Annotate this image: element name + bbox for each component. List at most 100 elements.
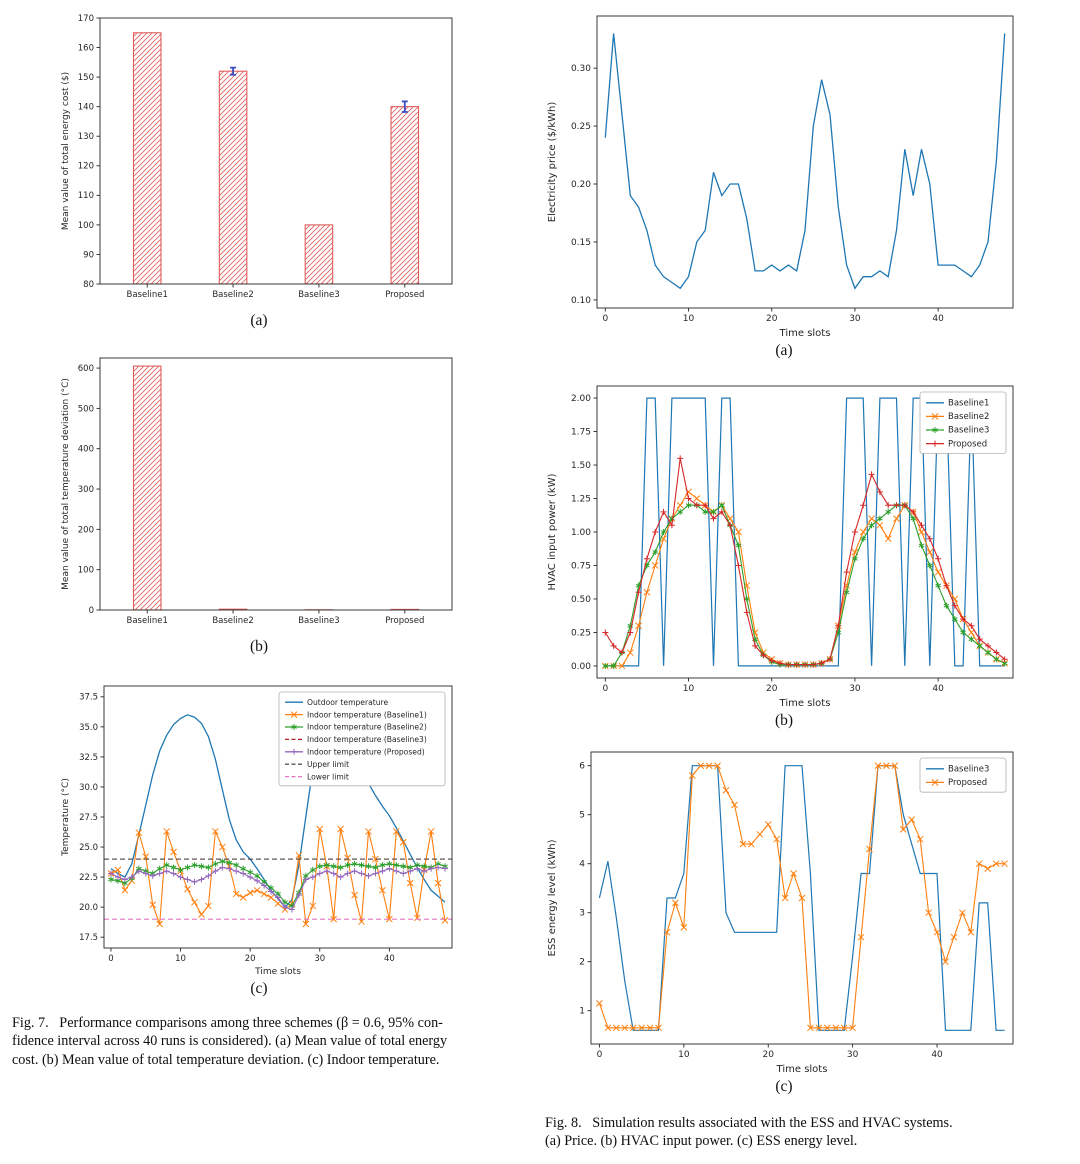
fig8c-plot: 1 2 3 4 5 6 0 10 20 30 40 Time slots ESS energy leve… <box>547 751 1014 1075</box>
svg-text:10: 10 <box>683 684 695 694</box>
svg-text:10: 10 <box>678 1050 690 1060</box>
error-bar-baseline2 <box>230 66 237 76</box>
svg-text:Upper limit: Upper limit <box>307 760 349 769</box>
svg-text:500: 500 <box>78 404 94 414</box>
svg-text:6: 6 <box>579 762 585 772</box>
svg-text:300: 300 <box>78 485 94 495</box>
fig8a-electricity-price-line-chart: 0.10 0.15 0.20 0.25 0.30 0 10 20 30 40 Time slots E… <box>545 8 1023 340</box>
svg-text:Baseline3: Baseline3 <box>298 290 339 300</box>
svg-text:130: 130 <box>78 132 94 142</box>
fig8-caption: Fig. 8. Simulation results associated wi… <box>545 1114 1055 1151</box>
fig8b-hvac-input-power-line-chart: 0.00 0.25 0.50 0.75 1.00 1.25 1.50 1.75 2.00 0 10 2… <box>545 378 1023 710</box>
svg-text:17.5: 17.5 <box>79 933 98 943</box>
fig8b-plot: 0.00 0.25 0.50 0.75 1.00 1.25 1.50 1.75 2.00 0 10 2… <box>547 385 1014 709</box>
svg-text:Lower limit: Lower limit <box>307 772 349 781</box>
fig7b-sublabel: (b) <box>249 638 269 655</box>
svg-text:100: 100 <box>78 221 94 231</box>
svg-text:Proposed: Proposed <box>948 778 987 788</box>
bar-baseline1 <box>132 365 162 610</box>
fig8-caption-line1: Fig. 8. Simulation results associated wi… <box>545 1115 953 1131</box>
svg-text:80: 80 <box>83 280 94 290</box>
svg-text:30: 30 <box>849 314 861 324</box>
fig7c-legend: Outdoor temperature Indoor temperature (B… <box>278 691 446 787</box>
svg-text:Baseline2: Baseline2 <box>212 290 253 300</box>
svg-text:120: 120 <box>78 162 94 172</box>
series-baseline3 <box>598 765 1005 1031</box>
body-text-partial-line: 2) Algorithm Effectiveness: Performance … <box>30 1152 373 1164</box>
svg-text:Mean value of total temperatur: Mean value of total temperature deviatio… <box>61 378 71 590</box>
svg-text:400: 400 <box>78 445 94 455</box>
fig7c-sublabel: (c) <box>250 980 268 997</box>
fig8c-sublabel: (c) <box>775 1078 793 1095</box>
fig7-caption-line2: fidence interval across 40 runs is consi… <box>12 1033 448 1050</box>
svg-text:Indoor temperature (Baseline2): Indoor temperature (Baseline2) <box>307 723 427 732</box>
svg-text:Indoor temperature (Proposed): Indoor temperature (Proposed) <box>307 748 425 757</box>
svg-text:Baseline3: Baseline3 <box>298 616 339 626</box>
svg-text:200: 200 <box>78 525 94 535</box>
svg-text:0.10: 0.10 <box>571 296 591 306</box>
svg-text:0: 0 <box>597 1050 603 1060</box>
svg-text:HVAC input power (kW): HVAC input power (kW) <box>547 473 558 590</box>
fig7-caption-line3: cost. (b) Mean value of total temperatur… <box>12 1051 440 1068</box>
svg-text:Baseline1: Baseline1 <box>126 290 167 300</box>
svg-text:Baseline2: Baseline2 <box>212 616 253 626</box>
series-indoor-temperature-proposed <box>107 864 449 913</box>
svg-text:35.0: 35.0 <box>79 723 98 733</box>
svg-text:Time slots: Time slots <box>779 328 831 339</box>
svg-text:2: 2 <box>579 958 585 968</box>
svg-text:Mean value of total energy cos: Mean value of total energy cost ($) <box>61 72 71 230</box>
svg-text:0.50: 0.50 <box>571 595 591 605</box>
fig8b-sublabel: (b) <box>774 712 794 729</box>
svg-text:25.0: 25.0 <box>79 843 98 853</box>
svg-text:Indoor temperature (Baseline3): Indoor temperature (Baseline3) <box>307 735 427 744</box>
svg-text:140: 140 <box>78 103 94 113</box>
fig7a-sublabel: (a) <box>250 312 268 329</box>
svg-text:40: 40 <box>384 954 395 964</box>
fig7a-plot: 80 90 100 110 120 130 140 150 160 170 Baseline1 Bas… <box>61 14 453 300</box>
svg-text:0: 0 <box>108 954 113 964</box>
svg-text:Time slots: Time slots <box>776 1064 828 1075</box>
svg-text:30.0: 30.0 <box>79 783 98 793</box>
svg-text:150: 150 <box>78 73 94 83</box>
svg-text:3: 3 <box>579 909 585 919</box>
bar-baseline1 <box>132 32 162 284</box>
svg-text:30: 30 <box>314 954 325 964</box>
series-electricity-price <box>604 33 1006 290</box>
svg-text:ESS energy level (kWh): ESS energy level (kWh) <box>547 839 558 956</box>
svg-text:4: 4 <box>579 860 585 870</box>
fig8-caption-line2: (a) Price. (b) HVAC input power. (c) ESS… <box>545 1133 858 1150</box>
fig8c-ess-energy-level-line-chart: 1 2 3 4 5 6 0 10 20 30 40 Time slots ESS energy leve… <box>545 744 1023 1076</box>
series-proposed <box>602 455 1008 668</box>
svg-text:27.5: 27.5 <box>79 813 98 823</box>
svg-text:20: 20 <box>245 954 256 964</box>
svg-text:1.00: 1.00 <box>571 528 591 538</box>
fig8a-plot: 0.10 0.15 0.20 0.25 0.30 0 10 20 30 40 Time slots E… <box>547 15 1014 339</box>
svg-text:0.30: 0.30 <box>571 64 591 74</box>
svg-text:32.5: 32.5 <box>79 753 98 763</box>
svg-text:90: 90 <box>83 250 94 260</box>
svg-text:Indoor temperature (Baseline1): Indoor temperature (Baseline1) <box>307 710 427 719</box>
svg-text:1: 1 <box>579 1007 585 1017</box>
svg-text:Proposed: Proposed <box>385 290 424 300</box>
svg-text:Proposed: Proposed <box>948 439 987 449</box>
svg-text:0.75: 0.75 <box>571 561 591 571</box>
svg-text:Proposed: Proposed <box>385 616 424 626</box>
svg-text:Baseline3: Baseline3 <box>948 765 989 775</box>
svg-text:Time slots: Time slots <box>779 698 831 709</box>
svg-text:1.25: 1.25 <box>571 494 591 504</box>
svg-text:5: 5 <box>579 811 585 821</box>
svg-text:Time slots: Time slots <box>254 967 301 977</box>
fig8a-sublabel: (a) <box>775 342 793 359</box>
svg-text:37.5: 37.5 <box>79 693 98 703</box>
svg-text:0.20: 0.20 <box>571 180 591 190</box>
svg-text:2.00: 2.00 <box>571 394 591 404</box>
series-indoor-temperature-baseline1 <box>107 825 449 928</box>
svg-text:160: 160 <box>78 43 94 53</box>
fig7c-plot: 17.5 20.0 22.5 25.0 27.5 30.0 32.5 35.0 37.5 0 10 2… <box>61 685 453 977</box>
svg-text:0.25: 0.25 <box>571 122 591 132</box>
svg-text:1.75: 1.75 <box>571 427 591 437</box>
svg-text:40: 40 <box>931 1050 943 1060</box>
svg-text:40: 40 <box>932 314 944 324</box>
fig8c-legend: Baseline3 Proposed <box>919 757 1007 793</box>
